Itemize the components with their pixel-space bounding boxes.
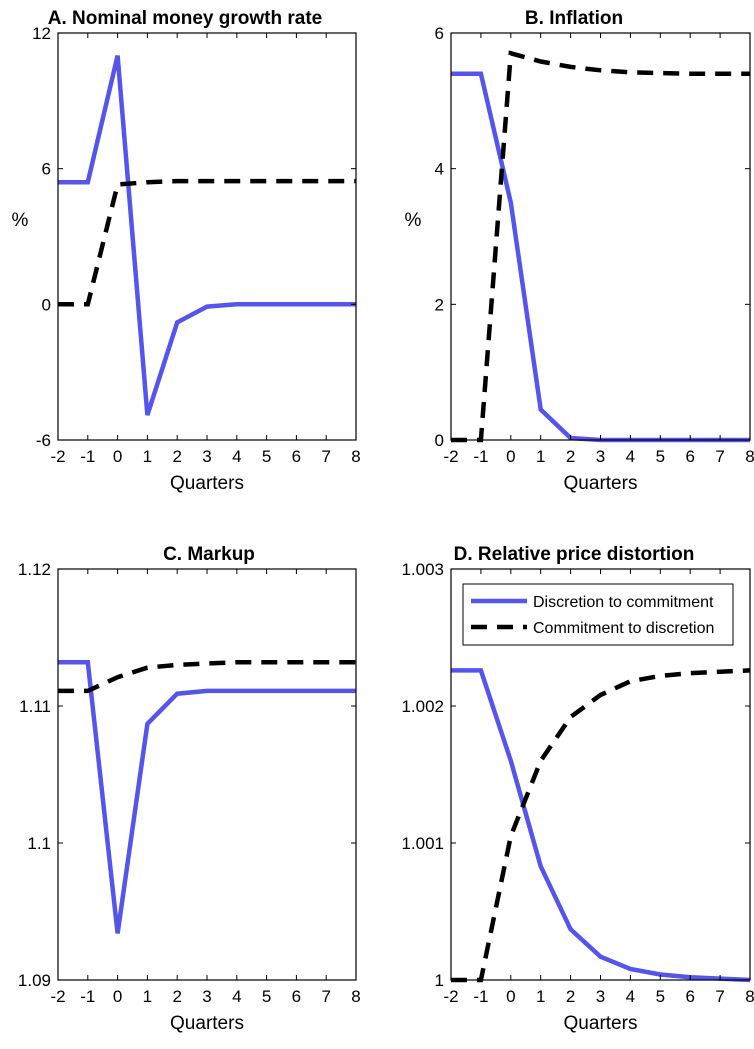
money-growth-xtick-label: 6: [292, 447, 301, 466]
price-distortion-series-discretion-to-commitment: [451, 668, 751, 983]
money-growth-ytick-label: -6: [36, 431, 51, 450]
inflation-xtick-label: 0: [506, 447, 515, 466]
price-distortion-xtick-label: 1: [536, 987, 545, 1006]
money-growth-xtick-label: 5: [262, 447, 271, 466]
inflation-xtick-label: 5: [656, 447, 665, 466]
inflation-xtick-label: 4: [626, 447, 635, 466]
markup-xtick-label: 5: [262, 987, 271, 1006]
inflation-xtick-label: 8: [745, 447, 754, 466]
markup-xtick-label: 0: [113, 987, 122, 1006]
price-distortion-xtick-label: 7: [715, 987, 724, 1006]
price-distortion-ytick-label: 1.002: [401, 697, 444, 716]
markup-axes-box: [57, 568, 357, 981]
inflation-xtick-label: 7: [715, 447, 724, 466]
inflation-axes-box: [450, 32, 751, 441]
markup-xtick-label: 4: [232, 987, 241, 1006]
money-growth-ytick-label: 0: [42, 295, 51, 314]
inflation-y-axis-label: %: [405, 210, 422, 231]
price-distortion-legend: Discretion to commitment Commitment to di…: [462, 583, 734, 646]
inflation-x-axis-label: Quarters: [564, 473, 638, 494]
money-growth-xtick-label: 4: [232, 447, 241, 466]
money-growth-xtick-label: -2: [50, 447, 65, 466]
legend-label-discretion-to-commitment: Discretion to commitment: [533, 594, 714, 611]
money-growth-ytick-label: 12: [32, 24, 51, 43]
money-growth-title: A. Nominal money growth rate: [48, 8, 322, 29]
legend-box: [462, 583, 734, 646]
markup-xtick-label: 6: [292, 987, 301, 1006]
legend-label-commitment-to-discretion: Commitment to discretion: [533, 620, 714, 637]
price-distortion-xtick-label: 2: [566, 987, 575, 1006]
inflation-xtick-label: -1: [473, 447, 488, 466]
markup-xtick-label: 7: [321, 987, 330, 1006]
money-growth-ytick-label: 6: [42, 160, 51, 179]
inflation-xtick-label: 6: [685, 447, 694, 466]
inflation-ytick-label: 6: [435, 24, 444, 43]
panel-inflation: B. Inflation -2 -1 0 1 2 3 4 5 6 7 8 0 2 4 6 Quarters%: [405, 8, 754, 494]
money-growth-x-axis-label: Quarters: [170, 473, 244, 494]
markup-x-axis-label: Quarters: [170, 1013, 244, 1034]
money-growth-axes-box: [57, 32, 357, 441]
inflation-title: B. Inflation: [525, 8, 623, 29]
price-distortion-xtick-label: 4: [626, 987, 635, 1006]
markup-title: C. Markup: [163, 544, 255, 565]
markup-xtick-label: 2: [172, 987, 181, 1006]
markup-xtick-label: -1: [80, 987, 95, 1006]
money-growth-series-commitment-to-discretion: [58, 178, 356, 307]
money-growth-xtick-label: 2: [172, 447, 181, 466]
inflation-xtick-label: 3: [596, 447, 605, 466]
markup-series-commitment-to-discretion: [58, 659, 356, 694]
markup-xtick-label: 1: [143, 987, 152, 1006]
inflation-ytick-label: 0: [435, 431, 444, 450]
money-growth-xtick-label: 3: [202, 447, 211, 466]
money-growth-series-discretion-to-commitment: [58, 55, 356, 416]
money-growth-xtick-label: 8: [351, 447, 360, 466]
price-distortion-ytick-label: 1.003: [401, 560, 444, 579]
price-distortion-xtick-label: 3: [596, 987, 605, 1006]
inflation-xtick-label: 2: [566, 447, 575, 466]
money-growth-xtick-label: 0: [113, 447, 122, 466]
inflation-ytick-label: 4: [435, 160, 444, 179]
money-growth-y-axis-label: %: [12, 210, 29, 231]
price-distortion-ytick-label: 1: [435, 971, 444, 990]
inflation-series-commitment-to-discretion: [451, 50, 750, 443]
price-distortion-title: D. Relative price distortion: [454, 544, 695, 565]
markup-xtick-label: 3: [202, 987, 211, 1006]
panel-price-distortion: D. Relative price distortion -2 -1 0 1 2 3 4 5 6 7…: [401, 544, 754, 1034]
inflation-xtick-label: -2: [443, 447, 458, 466]
markup-ytick-label: 1.12: [18, 560, 51, 579]
price-distortion-series-commitment-to-discretion: [451, 668, 751, 983]
panel-money-growth: A. Nominal money growth rate-2 -1 0 1 2 3 4 5 6 7…: [12, 8, 361, 494]
inflation-xtick-label: 1: [536, 447, 545, 466]
markup-xtick-label: -2: [50, 987, 65, 1006]
price-distortion-xtick-label: 8: [745, 987, 754, 1006]
price-distortion-xtick-label: 5: [656, 987, 665, 1006]
inflation-ytick-label: 2: [435, 295, 444, 314]
price-distortion-xtick-label: -2: [443, 987, 458, 1006]
markup-ytick-label: 1.09: [18, 971, 51, 990]
money-growth-xtick-label: -1: [80, 447, 95, 466]
price-distortion-ytick-label: 1.001: [401, 834, 444, 853]
price-distortion-xtick-label: 0: [506, 987, 515, 1006]
price-distortion-xtick-label: 6: [685, 987, 694, 1006]
price-distortion-xtick-label: -1: [473, 987, 488, 1006]
markup-ytick-label: 1.1: [27, 834, 51, 853]
money-growth-xtick-label: 7: [321, 447, 330, 466]
price-distortion-x-axis-label: Quarters: [564, 1013, 638, 1034]
markup-xtick-label: 8: [351, 987, 360, 1006]
panel-markup: C. Markup -2 -1 0 1 2 3 4 5 6 7 8 1.09 1.1 1.11 1.12 Qua…: [18, 544, 361, 1034]
markup-ytick-label: 1.11: [19, 697, 51, 716]
markup-series-discretion-to-commitment: [58, 659, 356, 934]
money-growth-xtick-label: 1: [143, 447, 152, 466]
